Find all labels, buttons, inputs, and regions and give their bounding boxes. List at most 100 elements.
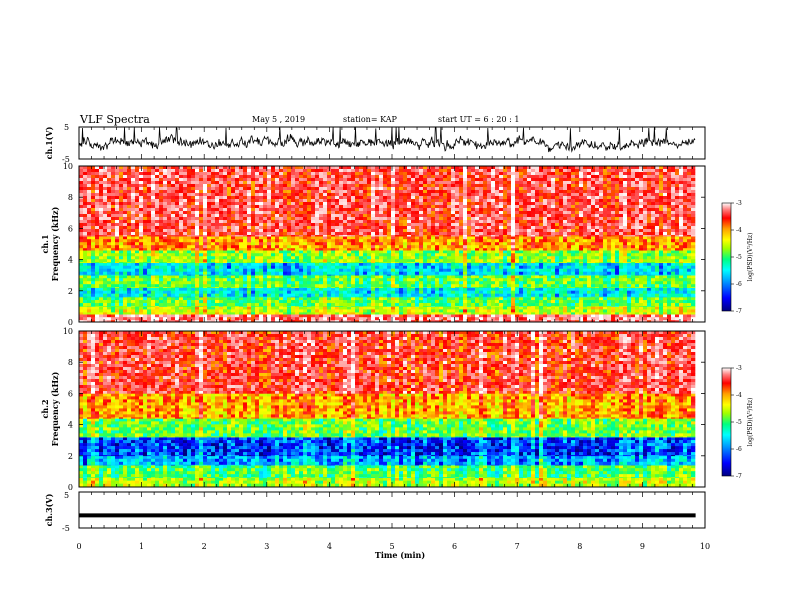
spectrogram-cell (591, 281, 595, 284)
spectrogram-cell (231, 287, 235, 288)
spectrogram-cell (487, 266, 491, 269)
spectrogram-cell (335, 300, 339, 303)
spectrogram-cell (571, 306, 575, 307)
spectrogram-cell (119, 309, 123, 312)
spectrogram-cell (651, 275, 655, 278)
spectrogram-cell (683, 281, 687, 284)
spectrogram-cell (211, 314, 215, 317)
spectrogram-cell (687, 297, 691, 298)
spectrogram-cell (215, 317, 219, 320)
spectrogram-cell (615, 284, 619, 287)
spectrogram-cell (351, 294, 355, 297)
spectrogram-cell (83, 300, 87, 303)
spectrogram-cell (591, 287, 595, 288)
spectrogram-cell (379, 291, 383, 294)
spectrogram-cell (683, 306, 687, 309)
spectrogram-cell (367, 284, 371, 287)
spectrogram-cell (559, 306, 563, 307)
spectrogram-cell (311, 278, 315, 281)
spectrogram-cell (459, 266, 463, 269)
spectrogram-cell (491, 306, 495, 307)
spectrogram-cell (667, 287, 671, 288)
spectrogram-cell (495, 312, 499, 314)
spectrogram-cell (459, 306, 463, 307)
spectrogram-cell (623, 266, 627, 269)
spectrogram-cell (451, 297, 455, 298)
spectrogram-cell (603, 263, 607, 266)
spectrogram-cell (543, 287, 547, 288)
spectrogram-cell (447, 306, 451, 309)
spectrogram-cell (427, 288, 431, 291)
spectrogram-cell (195, 312, 199, 314)
spectrogram-cell (203, 294, 207, 297)
spectrogram-cell (107, 306, 111, 309)
spectrogram-cell (615, 288, 619, 291)
spectrogram-cell (259, 303, 263, 306)
spectrogram-cell (691, 278, 695, 281)
spectrogram-cell (623, 278, 627, 281)
spectrogram-cell (359, 300, 363, 303)
spectrogram-cell (487, 314, 491, 317)
spectrogram-cell (527, 300, 531, 303)
spectrogram-cell (183, 281, 187, 284)
spectrogram-cell (411, 314, 415, 317)
spectrogram-cell (347, 297, 351, 298)
spectrogram-cell (623, 300, 627, 303)
spectrogram-cell (439, 266, 443, 269)
spectrogram-cell (403, 266, 407, 269)
spectrogram-cell (439, 284, 443, 287)
spectrogram-cell (319, 309, 323, 312)
spectrogram-cell (639, 291, 643, 294)
spectrogram-cell (543, 281, 547, 284)
spectrogram-cell (375, 278, 379, 281)
spectrogram-cell (683, 288, 687, 291)
spectrogram-cell (395, 266, 399, 269)
spectrogram-cell (319, 266, 323, 269)
spectrogram-cell (327, 300, 331, 303)
spectrogram-cell (147, 317, 151, 320)
spectrogram-cell (267, 309, 271, 312)
spectrogram-cell (527, 297, 531, 300)
spectrogram-cell (563, 306, 567, 309)
spectrogram-cell (95, 306, 99, 309)
spectrogram-cell (519, 312, 523, 314)
spectrogram-cell (555, 278, 559, 281)
spectrogram-cell (315, 306, 319, 309)
spectrogram-cell (327, 284, 331, 287)
spectrogram-cell (411, 309, 415, 312)
spectrogram-cell (311, 303, 315, 306)
spectrogram-cell (567, 317, 571, 320)
spectrogram-cell (259, 314, 263, 317)
spectrogram-cell (583, 306, 587, 309)
spectrogram-cell (659, 281, 663, 284)
spectrogram-cell (587, 317, 591, 320)
spectrogram-cell (647, 303, 651, 306)
spectrogram-cell (627, 309, 631, 312)
spectrogram-cell (499, 300, 503, 303)
spectrogram-cell (123, 300, 127, 303)
spectrogram-cell (535, 284, 539, 287)
spectrogram-cell (591, 306, 595, 309)
spectrogram-cell (159, 306, 163, 309)
spectrogram-cell (395, 288, 399, 291)
spectrogram-cell (175, 306, 179, 309)
spectrogram-cell (99, 297, 103, 300)
spectrogram-cell (515, 263, 519, 266)
spectrogram-cell (607, 312, 611, 314)
spectrogram-cell (443, 275, 447, 278)
spectrogram-cell (371, 291, 375, 294)
spectrogram-cell (551, 266, 555, 269)
spectrogram-cell (691, 284, 695, 287)
spectrogram-cell (83, 312, 87, 314)
spectrogram-cell (603, 312, 607, 314)
spectrogram-cell (343, 303, 347, 306)
spectrogram-cell (299, 300, 303, 303)
spectrogram-cell (511, 314, 515, 317)
spectrogram-cell (255, 317, 259, 320)
spectrogram-cell (211, 288, 215, 291)
spectrogram-cell (195, 284, 199, 287)
spectrogram-cell (119, 288, 123, 291)
spectrogram-cell (407, 266, 411, 269)
spectrogram-cell (591, 312, 595, 314)
spectrogram-cell (399, 309, 403, 312)
